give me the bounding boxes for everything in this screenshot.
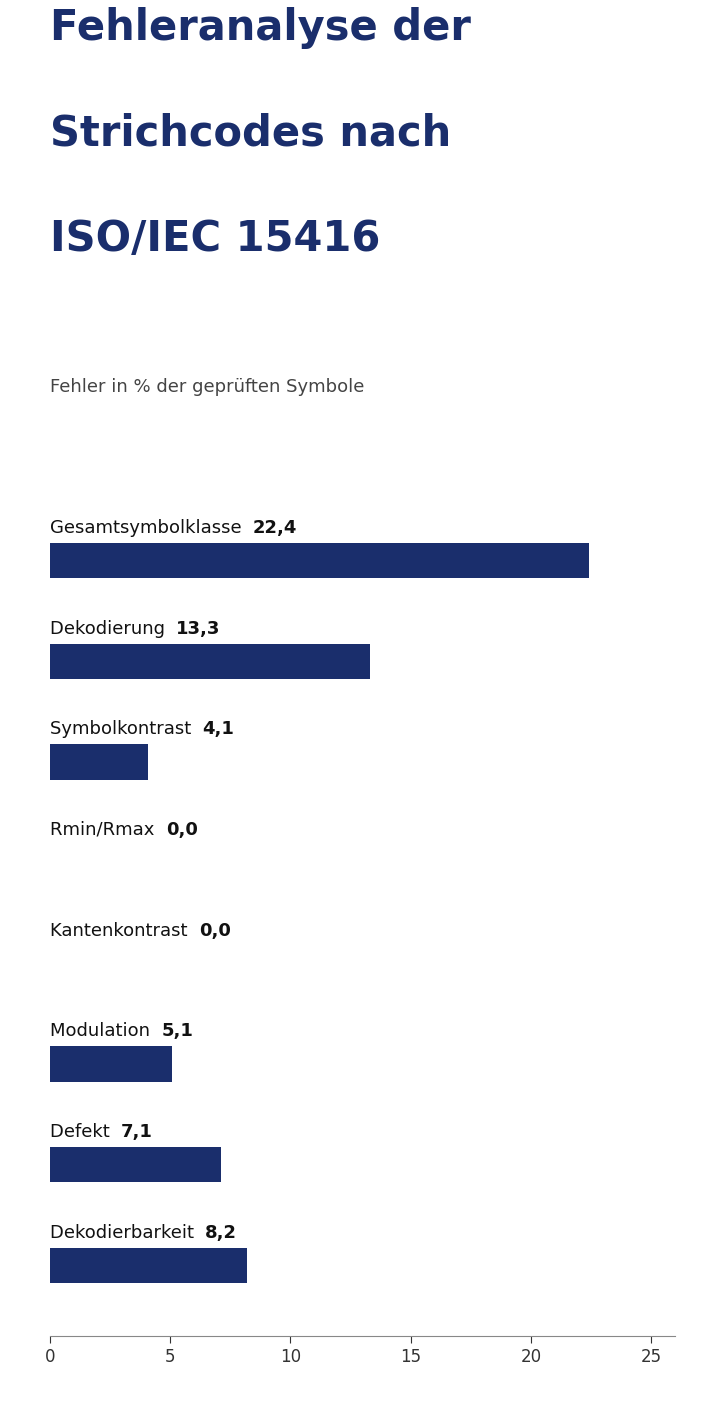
- Text: Rmin/Rmax: Rmin/Rmax: [50, 821, 166, 839]
- Text: ISO/IEC 15416: ISO/IEC 15416: [50, 218, 380, 260]
- Text: Kantenkontrast: Kantenkontrast: [50, 921, 199, 939]
- Text: Defekt: Defekt: [50, 1123, 121, 1140]
- Text: 4,1: 4,1: [203, 720, 235, 738]
- Text: Fehler in % der geprüften Symbole: Fehler in % der geprüften Symbole: [50, 378, 364, 395]
- Bar: [50, 1046, 173, 1081]
- Bar: [50, 1247, 247, 1282]
- Text: 7,1: 7,1: [121, 1123, 153, 1140]
- Text: Strichcodes nach: Strichcodes nach: [50, 112, 451, 155]
- Text: 0,0: 0,0: [199, 921, 230, 939]
- Text: Modulation: Modulation: [50, 1022, 161, 1040]
- Text: 0,0: 0,0: [166, 821, 198, 839]
- Text: 5,1: 5,1: [161, 1022, 193, 1040]
- Text: 8,2: 8,2: [205, 1223, 237, 1241]
- Bar: [50, 644, 370, 679]
- Bar: [50, 543, 589, 578]
- Text: Fehleranalyse der: Fehleranalyse der: [50, 7, 471, 49]
- Text: 22,4: 22,4: [253, 519, 297, 537]
- Text: 13,3: 13,3: [176, 620, 220, 638]
- Text: Dekodierbarkeit: Dekodierbarkeit: [50, 1223, 205, 1241]
- Bar: [50, 744, 149, 779]
- Text: Symbolkontrast: Symbolkontrast: [50, 720, 203, 738]
- Text: Dekodierung: Dekodierung: [50, 620, 176, 638]
- Bar: [50, 1147, 220, 1182]
- Text: Gesamtsymbolklasse: Gesamtsymbolklasse: [50, 519, 253, 537]
